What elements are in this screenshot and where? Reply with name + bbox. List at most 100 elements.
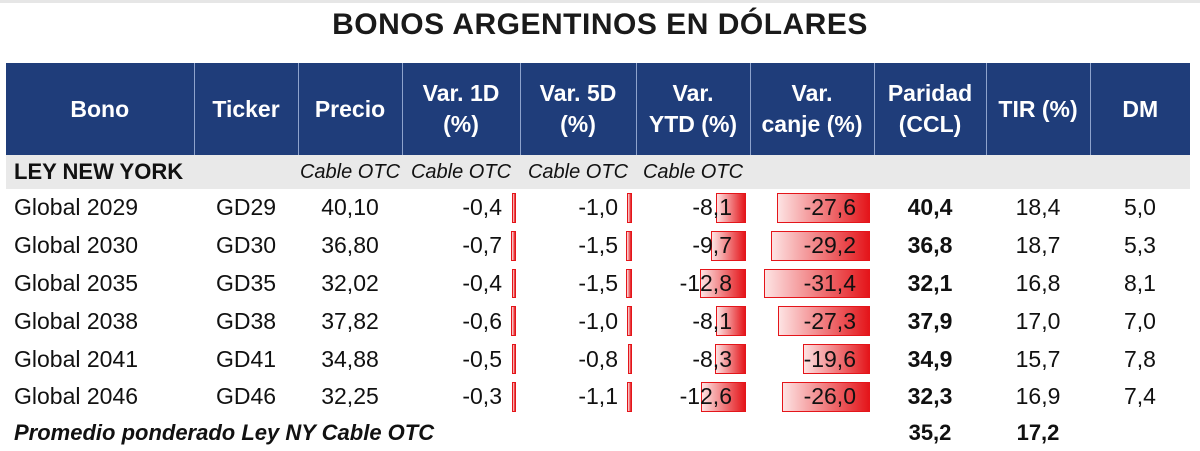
cell-ticker: GD29 <box>215 194 277 221</box>
col-header-var5d: Var. 5D (%) <box>520 63 637 155</box>
cell-dm: 7,4 <box>1124 383 1156 410</box>
cell-var5d: -1,0 <box>520 189 636 227</box>
col-header-precio: Precio <box>298 63 403 155</box>
cell-value: -0,5 <box>462 345 502 372</box>
col-header-bono: Bono <box>6 63 195 155</box>
data-bar <box>771 230 870 261</box>
cell-value: -0,6 <box>462 307 502 334</box>
cell-precio: 37,82 <box>321 307 379 334</box>
cell-value: -1,5 <box>578 269 618 296</box>
cell-tir: 18,4 <box>1015 194 1061 221</box>
cell-var1d: -0,6 <box>402 302 520 340</box>
col-header-tir: TIR (%) <box>986 63 1091 155</box>
cell-value: -0,4 <box>462 269 502 296</box>
section-row: LEY NEW YORK Cable OTC Cable OTC Cable O… <box>6 155 1190 189</box>
cell-value: -1,0 <box>578 307 618 334</box>
cell-dm: 7,0 <box>1124 307 1156 334</box>
cell-var5d: -1,5 <box>520 265 636 303</box>
cell-varcanje: -19,6 <box>750 340 874 378</box>
cell-var1d: -0,4 <box>402 265 520 303</box>
data-bar <box>778 306 870 337</box>
cell-precio: 32,02 <box>321 269 379 296</box>
cell-varcanje: -31,4 <box>750 265 874 303</box>
cell-bono: Global 2030 <box>14 232 139 259</box>
var1d-source: Cable OTC <box>402 155 520 189</box>
cell-varytd: -8,1 <box>636 302 750 340</box>
cell-var1d: -0,5 <box>402 340 520 378</box>
col-header-dm: DM <box>1090 63 1190 155</box>
col-header-var1d: Var. 1D (%) <box>402 63 521 155</box>
cell-value: -8,1 <box>692 194 732 221</box>
var5d-source: Cable OTC <box>520 155 636 189</box>
data-bar <box>512 268 516 299</box>
cell-precio: 34,88 <box>321 345 379 372</box>
cell-paridad: 40,4 <box>907 194 953 221</box>
col-header-ticker: Ticker <box>194 63 299 155</box>
table-row: Global 2029 GD29 40,10 -0,4 -1,0 -8,1 -27,6 40,… <box>6 189 1190 227</box>
cell-varcanje: -26,0 <box>750 378 874 416</box>
data-bar <box>511 230 516 261</box>
cell-bono: Global 2041 <box>14 345 139 372</box>
data-bar <box>627 193 632 223</box>
cell-var1d: -0,4 <box>402 189 520 227</box>
cell-var1d: -0,7 <box>402 227 520 265</box>
cell-value: -29,2 <box>803 232 856 259</box>
cell-dm: 5,3 <box>1124 232 1156 259</box>
cell-tir: 17,0 <box>1015 307 1061 334</box>
data-bar <box>803 344 870 374</box>
cell-precio: 40,10 <box>321 194 379 221</box>
table-row: Global 2041 GD41 34,88 -0,5 -0,8 -8,3 -19,6 34,… <box>6 340 1190 378</box>
cell-var5d: -1,1 <box>520 378 636 416</box>
data-bar <box>511 306 516 337</box>
cell-value: -8,1 <box>692 307 732 334</box>
cell-varytd: -12,8 <box>636 265 750 303</box>
cell-value: -27,6 <box>803 194 856 221</box>
cell-value: -26,0 <box>803 383 856 410</box>
cell-tir: 18,7 <box>1015 232 1061 259</box>
data-bar <box>716 193 746 223</box>
data-bar <box>715 344 746 374</box>
data-bar <box>700 268 746 299</box>
col-header-varcanje: Var. canje (%) <box>750 63 875 155</box>
varytd-source: Cable OTC <box>636 155 750 189</box>
data-bar <box>716 306 746 337</box>
cell-tir: 16,8 <box>1015 269 1061 296</box>
cell-ticker: GD46 <box>215 383 277 410</box>
cell-dm: 5,0 <box>1124 194 1156 221</box>
cell-value: -9,7 <box>692 232 732 259</box>
cell-bono: Global 2038 <box>14 307 139 334</box>
data-bar <box>782 381 870 412</box>
cell-varcanje: -29,2 <box>750 227 874 265</box>
cell-tir: 16,9 <box>1015 383 1061 410</box>
data-bar <box>626 230 632 261</box>
data-bar <box>626 268 632 299</box>
footer-row: Promedio ponderado Ley NY Cable OTC 35,2… <box>6 416 1190 450</box>
data-bar <box>512 381 516 412</box>
cell-varytd: -9,7 <box>636 227 750 265</box>
data-bar <box>701 381 746 412</box>
cell-value: -27,3 <box>803 307 856 334</box>
cell-bono: Global 2046 <box>14 383 139 410</box>
cell-bono: Global 2035 <box>14 269 139 296</box>
header-row: Bono Ticker Precio Var. 1D (%) Var. 5D (%)… <box>6 63 1190 155</box>
cell-varytd: -8,1 <box>636 189 750 227</box>
cell-tir: 15,7 <box>1015 345 1061 372</box>
table-row: Global 2035 GD35 32,02 -0,4 -1,5 -12,8 -31,4 32… <box>6 265 1190 303</box>
footer-tir: 17,2 <box>1016 419 1060 445</box>
cell-ticker: GD35 <box>215 269 277 296</box>
cell-precio: 36,80 <box>321 232 379 259</box>
footer-label: Promedio ponderado Ley NY Cable OTC <box>14 419 435 445</box>
cell-paridad: 32,1 <box>907 269 953 296</box>
col-header-paridad: Paridad (CCL) <box>874 63 987 155</box>
cell-bono: Global 2029 <box>14 194 139 221</box>
footer-paridad: 35,2 <box>908 419 952 445</box>
cell-value: -0,3 <box>462 383 502 410</box>
cell-paridad: 36,8 <box>907 232 953 259</box>
precio-source: Cable OTC <box>298 155 402 189</box>
cell-precio: 32,25 <box>321 383 379 410</box>
cell-value: -1,1 <box>578 383 618 410</box>
cell-value: -12,6 <box>679 383 732 410</box>
section-label: LEY NEW YORK <box>6 155 298 189</box>
page-title: BONOS ARGENTINOS EN DÓLARES <box>332 8 868 41</box>
cell-var5d: -0,8 <box>520 340 636 378</box>
